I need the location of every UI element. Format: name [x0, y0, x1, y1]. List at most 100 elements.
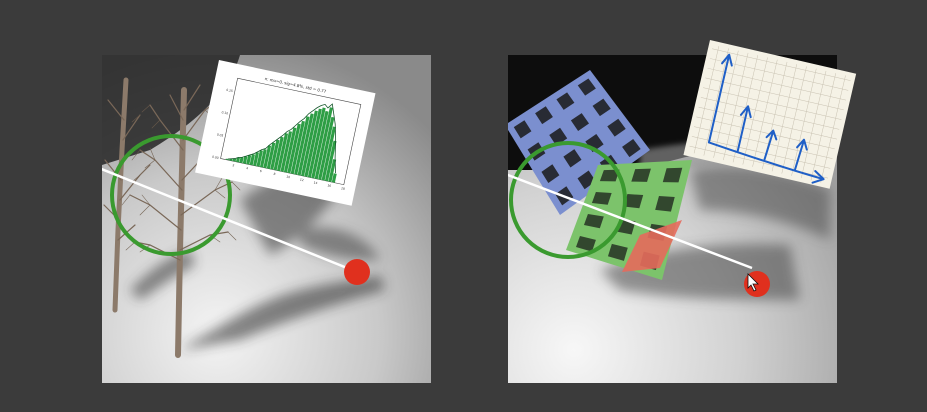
histogram-bar [235, 157, 240, 163]
histogram-bar [331, 173, 337, 183]
histogram-bar [277, 133, 289, 172]
green-plane-hole [599, 169, 620, 182]
histogram-x-tick-label: 6 [259, 169, 262, 173]
histogram-bar [256, 150, 263, 167]
sketch-paper [683, 40, 857, 189]
sketch-x-axis [707, 141, 823, 180]
red-plane [622, 220, 682, 272]
blue-plane-hole [607, 118, 626, 137]
mouse-cursor-icon [747, 273, 759, 292]
histogram-bar [249, 153, 255, 166]
sketch-card [683, 40, 857, 189]
sketch-grid-line [707, 67, 847, 101]
histogram-bar [297, 113, 314, 176]
sketch-grid-line [703, 48, 729, 156]
sketch-y-axis [707, 55, 730, 144]
sketch-grid-line [705, 77, 844, 111]
histogram-y-ticks: 0.15 0.10 0.05 0.00 [212, 88, 234, 160]
histogram-x-ticks: 2 4 6 8 10 12 14 16 18 [232, 163, 345, 191]
sketch-grid-line [712, 48, 851, 81]
histogram-bar [314, 107, 333, 180]
sketch-grid-line [693, 46, 720, 154]
shadow-ray-left [102, 167, 353, 272]
histogram-x-tick-label: 4 [246, 166, 249, 170]
blue-plane-hole [592, 98, 611, 117]
histogram-bar [304, 108, 322, 177]
histogram-bar [301, 110, 318, 177]
histogram-y-tick-label: 0.10 [221, 110, 228, 115]
sketch-grid-line [698, 106, 838, 140]
histogram-bar [294, 116, 310, 175]
histogram-card: n: mu=0, sig=4.8%, std = 0.77 0.150.100.… [195, 60, 376, 206]
sketch-x-arrow-icon [811, 170, 825, 184]
sketch-grid-line [703, 87, 842, 120]
histogram-bar [328, 159, 337, 183]
green-plane-hole [583, 214, 604, 229]
histogram-x-tick-label: 14 [313, 180, 318, 185]
blue-plane-hole [513, 120, 532, 139]
left-sky [102, 55, 240, 165]
histogram-x-tick-label: 16 [327, 183, 332, 188]
sketch-grid-line [694, 126, 833, 159]
green-plane-hole [655, 196, 675, 212]
histogram-x-tick-label: 2 [232, 163, 235, 167]
green-plane-hole [631, 168, 651, 182]
sketch-grid-line [691, 136, 831, 169]
histogram-bar [232, 158, 237, 162]
blue-plane-hole [541, 164, 560, 184]
histogram-y-tick-label: 0.15 [226, 88, 233, 93]
sketch-grid-line [696, 116, 835, 150]
histogram-bar [273, 136, 284, 171]
histogram-bar [287, 123, 301, 174]
sketch-grid-line [791, 68, 817, 176]
sketch-grid-line [810, 73, 837, 181]
blue-plane-hole [570, 113, 590, 131]
blue-plane-hole [535, 106, 553, 125]
blue-plane-hole [577, 78, 596, 96]
histogram-bar [311, 110, 329, 179]
histogram-bar [263, 145, 272, 169]
shadow-ray-right [508, 169, 753, 270]
sketch-grid-line [713, 50, 739, 158]
histogram-bar [253, 152, 259, 167]
sketch-plot [707, 53, 825, 184]
histogram-bar [225, 158, 229, 161]
sketch-grid-line [742, 57, 768, 165]
light-source-left [344, 259, 370, 285]
sketch-grid-line [801, 70, 827, 179]
occluder-circle [110, 134, 232, 256]
histogram-bars [225, 103, 337, 183]
histogram-bar [307, 107, 326, 178]
histogram-bar [324, 140, 337, 182]
histogram-x-tick-label: 18 [341, 186, 346, 191]
green-plane-hole [623, 194, 644, 209]
histogram-x-tick-label: 12 [300, 177, 305, 182]
histogram-bar [290, 120, 305, 175]
histogram-bar [259, 149, 267, 168]
green-plane-hole [575, 236, 596, 252]
sketch-spike-3 [794, 138, 808, 171]
histogram-x-tick-label: 8 [273, 172, 276, 176]
histogram-y-tick-label: 0.05 [216, 132, 223, 137]
sketch-grid-line [723, 52, 749, 161]
sketch-spike-2 [763, 129, 778, 161]
sketch-grid-line [771, 64, 798, 172]
histogram-x-tick-label: 10 [286, 175, 291, 180]
blue-plane-hole [556, 92, 575, 110]
sketch-grid-line [700, 97, 840, 130]
sketch-grid-line [752, 59, 778, 167]
occluder-circle-right [509, 141, 627, 259]
blue-plane-hole [577, 170, 596, 190]
histogram-bar [246, 155, 252, 165]
histogram-bar [239, 157, 244, 164]
sketch-spike-1 [736, 105, 752, 153]
histogram-bar [283, 127, 297, 173]
histogram-bar [280, 131, 293, 172]
histogram-bar [242, 156, 248, 164]
sketch-grid-line [820, 75, 846, 183]
sketch-grid-line [709, 58, 849, 91]
histogram-bar [321, 126, 336, 181]
tree-group [103, 77, 241, 358]
sketch-grid-line [781, 66, 807, 174]
